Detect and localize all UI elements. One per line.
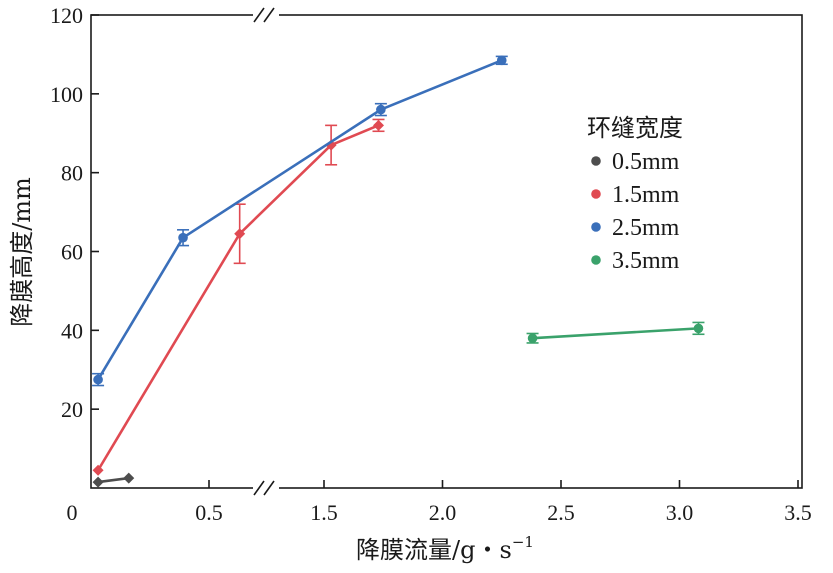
legend-marker: [591, 156, 601, 166]
x-origin-label: 0: [67, 500, 78, 525]
y-tick-label: 80: [61, 161, 83, 186]
x-axis-title-text: 降膜流量/g・s: [356, 536, 512, 564]
legend-marker: [591, 222, 601, 232]
series-line-1.5mm: [96, 124, 380, 471]
x-tick-label: 2.0: [429, 500, 457, 525]
x-tick-label: 2.5: [547, 500, 575, 525]
data-point: [92, 464, 104, 476]
legend-label: 0.5mm: [612, 149, 680, 175]
data-point: [376, 104, 386, 115]
x-tick-label: 1.5: [310, 500, 338, 525]
y-tick-label: 20: [61, 397, 83, 422]
y-axis-title: 降膜高度/mm: [8, 177, 36, 327]
x-tick-label: 3.0: [666, 500, 694, 525]
data-point: [373, 119, 385, 131]
data-point: [178, 232, 188, 243]
legend-label: 1.5mm: [612, 182, 680, 208]
data-point: [527, 333, 538, 344]
plot-frame: [90, 14, 803, 489]
legend-title: 环缝宽度: [587, 114, 683, 142]
data-point: [693, 323, 704, 334]
x-axis-title: 降膜流量/g・s−1: [356, 533, 534, 564]
series-group: [92, 55, 705, 488]
legend-label: 3.5mm: [612, 248, 680, 274]
x-axis-title-superscript: −1: [512, 533, 534, 551]
series-line-2.5mm: [96, 59, 503, 381]
x-tick-label: 0.5: [195, 500, 223, 525]
series-line-0.5mm: [97, 476, 129, 484]
top-axis-break-mark: [253, 7, 279, 23]
y-tick-label: 120: [50, 3, 83, 28]
y-tick-label: 100: [50, 82, 83, 107]
y-axis: 20 40 60 80 100 120: [50, 3, 99, 422]
data-point: [123, 472, 135, 484]
x-axis: 0 0.5 1.5 2.0 2.5 3.0 3.5: [67, 480, 812, 525]
data-point: [93, 374, 103, 385]
data-point: [92, 476, 104, 488]
y-tick-label: 40: [61, 318, 83, 343]
legend-label: 2.5mm: [612, 215, 680, 241]
series-line-3.5mm: [532, 327, 699, 340]
data-point: [234, 228, 246, 240]
x-tick-label: 3.5: [784, 500, 812, 525]
legend-marker: [591, 255, 601, 265]
bottom-axis-break-mark: [253, 480, 279, 496]
legend: 环缝宽度 0.5mm 1.5mm 2.5mm 3.5mm: [587, 114, 683, 274]
legend-marker: [591, 189, 601, 199]
y-tick-label: 60: [61, 240, 83, 265]
data-point: [496, 55, 507, 66]
